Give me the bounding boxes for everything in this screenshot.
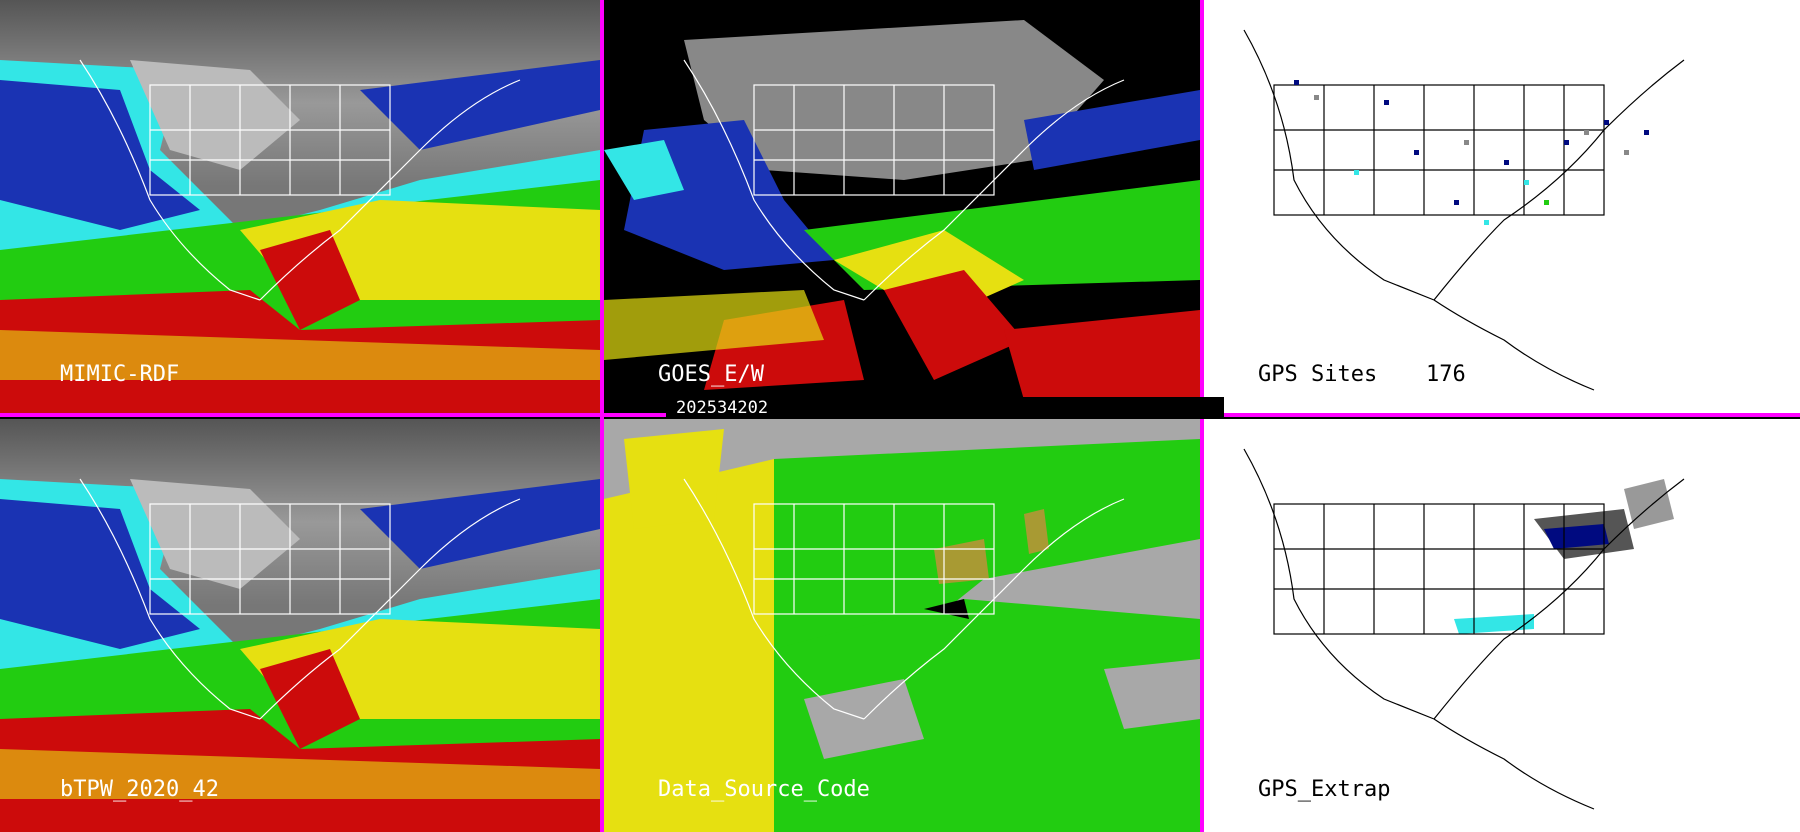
panel-mimic-rdf: MIMIC-RDF xyxy=(0,0,600,413)
coastline-overlay xyxy=(1243,29,1685,391)
panel-label: GPS Sites xyxy=(1258,362,1378,387)
timestamp-bar: 202534202 xyxy=(666,397,1224,419)
tpw-map-btpw xyxy=(0,419,600,832)
panel-label: bTPW_2020_42 xyxy=(60,777,219,802)
coastline-overlay xyxy=(683,478,1125,720)
gps-extrap-map xyxy=(1204,419,1800,832)
panel-gps-extrap: GPS_Extrap xyxy=(1204,419,1800,832)
data-source-map xyxy=(604,419,1200,832)
gps-sites-map xyxy=(1204,0,1800,413)
gps-site-markers xyxy=(1294,80,1649,225)
panel-label: GPS_Extrap xyxy=(1258,777,1391,802)
coastline-overlay xyxy=(1243,448,1685,810)
coastline-overlay xyxy=(79,478,521,720)
tpw-map-goes xyxy=(604,0,1200,413)
coastline-overlay xyxy=(79,59,521,301)
panel-gps-sites: GPS Sites 176 xyxy=(1204,0,1800,413)
panel-btpw: bTPW_2020_42 xyxy=(0,419,600,832)
panel-label: MIMIC-RDF xyxy=(60,362,180,387)
panel-data-source-code: Data_Source_Code xyxy=(604,419,1200,832)
panel-label: Data_Source_Code xyxy=(658,777,870,802)
coastline-overlay xyxy=(683,59,1125,301)
panel-label: GOES_E/W xyxy=(658,362,764,387)
panel-goes-ew: GOES_E/W xyxy=(604,0,1200,413)
gps-site-count: 176 xyxy=(1426,362,1466,387)
tpw-map-mimic xyxy=(0,0,600,413)
